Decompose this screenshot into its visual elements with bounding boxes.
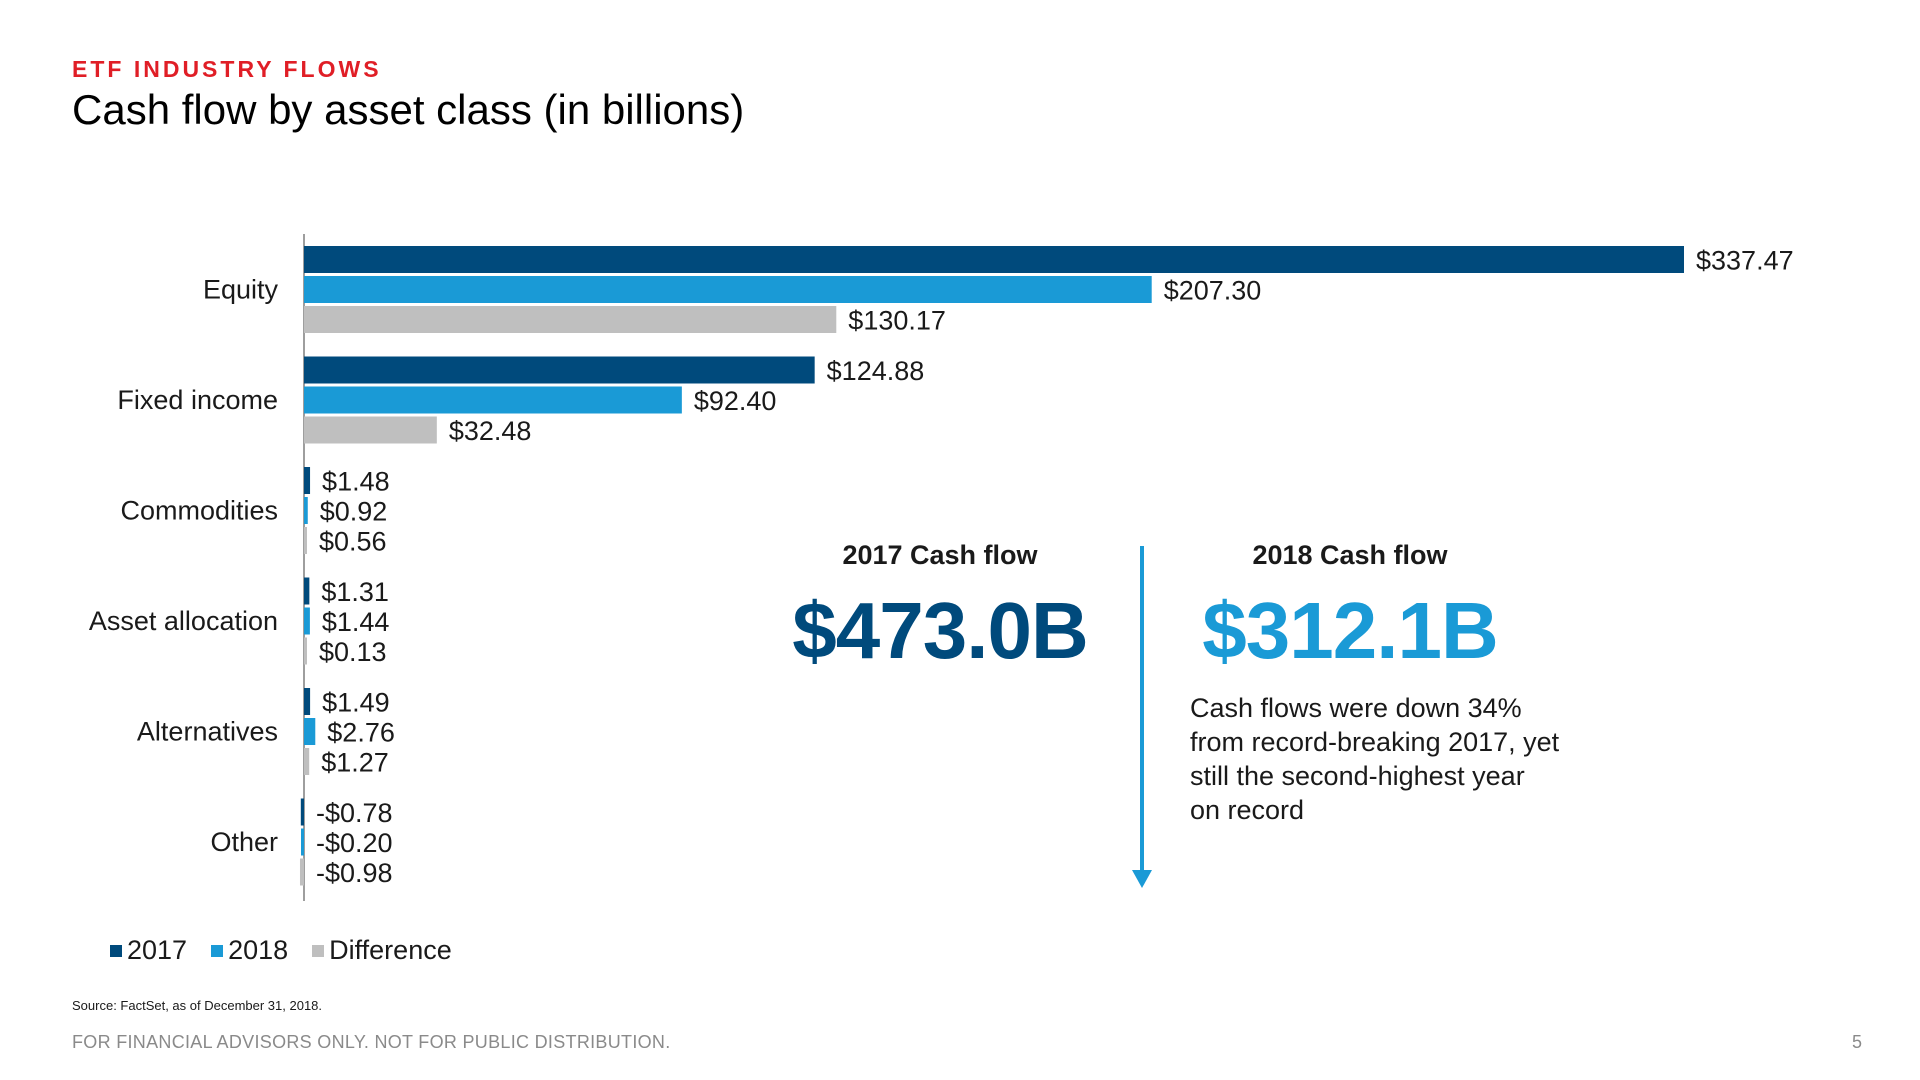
- value-label-commodities-difference: $0.56: [319, 527, 387, 557]
- value-label-other-difference: -$0.98: [316, 858, 393, 888]
- callout-2018-description: Cash flows were down 34% from record-bre…: [1190, 693, 1560, 825]
- callout-2017-value: $473.0B: [792, 586, 1088, 675]
- bar-equity-2018: [304, 276, 1152, 303]
- legend-swatch-2017: [110, 944, 122, 957]
- callout-2017-heading: 2017 Cash flow: [842, 540, 1038, 570]
- legend-label-difference: Difference: [329, 935, 452, 965]
- value-label-alternatives-difference: $1.27: [321, 748, 389, 778]
- legend-item-2018: 2018: [211, 935, 288, 966]
- category-label-asset-allocation: Asset allocation: [89, 606, 278, 636]
- legend-label-2018: 2018: [228, 935, 289, 965]
- bar-fixed-income-2018: [304, 386, 682, 414]
- value-label-asset-allocation-difference: $0.13: [319, 637, 387, 667]
- bar-fixed-income-2017: [304, 356, 815, 384]
- legend-swatch-difference: [312, 944, 325, 957]
- value-label-equity-2017: $337.47: [1696, 246, 1794, 276]
- value-label-asset-allocation-2017: $1.31: [321, 577, 389, 607]
- callout-2017: 2017 Cash flow $473.0B: [770, 540, 1110, 677]
- value-label-alternatives-2018: $2.76: [327, 718, 395, 748]
- bar-alternatives-difference: [304, 748, 310, 775]
- legend: 2017 2018 Difference: [110, 935, 476, 966]
- page-title: Cash flow by asset class (in billions): [72, 86, 745, 133]
- category-label-alternatives: Alternatives: [137, 717, 278, 747]
- legend-swatch-2018: [211, 944, 224, 957]
- callout-2018-value: $312.1B: [1202, 586, 1498, 675]
- value-label-asset-allocation-2018: $1.44: [322, 607, 390, 637]
- value-label-commodities-2018: $0.92: [320, 497, 388, 527]
- legend-item-2017: 2017: [110, 935, 187, 966]
- value-label-fixed-income-2018: $92.40: [694, 386, 777, 416]
- down-arrow-icon: [1132, 870, 1152, 888]
- bars: [299, 246, 1684, 886]
- bar-commodities-2017: [304, 467, 311, 494]
- value-label-commodities-2017: $1.48: [322, 467, 390, 497]
- bar-equity-difference: [304, 306, 837, 333]
- bar-alternatives-2018: [304, 718, 316, 745]
- section-kicker: ETF INDUSTRY FLOWS: [72, 56, 382, 82]
- bar-alternatives-2017: [304, 688, 311, 715]
- bar-other-2018: [301, 828, 304, 856]
- value-label-equity-2018: $207.30: [1164, 276, 1262, 306]
- category-label-fixed-income: Fixed income: [117, 385, 278, 415]
- divider-arrow-line: [1140, 546, 1144, 876]
- value-label-other-2017: -$0.78: [316, 798, 393, 828]
- value-label-alternatives-2017: $1.49: [322, 688, 390, 718]
- category-label-other: Other: [210, 827, 278, 857]
- source-note: Source: FactSet, as of December 31, 2018…: [72, 998, 323, 1013]
- bar-asset-allocation-2018: [304, 607, 310, 635]
- value-label-fixed-income-2017: $124.88: [827, 356, 925, 386]
- bar-other-difference: [299, 858, 304, 886]
- bar-asset-allocation-difference: [304, 637, 307, 665]
- category-label-commodities: Commodities: [120, 496, 278, 526]
- value-labels: $337.47 $207.30 $130.17 $124.88 $92.40 $32.48…: [316, 246, 1794, 889]
- callout-2018-heading: 2018 Cash flow: [1252, 540, 1448, 570]
- category-labels: Equity Fixed income Commodities Asset alloc…: [89, 275, 279, 858]
- bar-commodities-difference: [304, 527, 307, 554]
- value-label-fixed-income-difference: $32.48: [449, 416, 532, 446]
- legend-item-difference: Difference: [312, 935, 452, 966]
- bar-commodities-2018: [304, 497, 308, 524]
- page-number: 5: [1851, 1032, 1862, 1052]
- bar-fixed-income-difference: [304, 416, 437, 444]
- category-label-equity: Equity: [203, 275, 279, 305]
- bar-equity-2017: [304, 246, 1684, 273]
- value-label-other-2018: -$0.20: [316, 828, 393, 858]
- value-label-equity-difference: $130.17: [848, 306, 946, 336]
- bar-other-2017: [300, 798, 304, 826]
- bar-asset-allocation-2017: [304, 577, 310, 605]
- legend-label-2017: 2017: [127, 935, 188, 965]
- footer-disclaimer: FOR FINANCIAL ADVISORS ONLY. NOT FOR PUB…: [72, 1032, 671, 1052]
- callout-2018: 2018 Cash flow $312.1B Cash flows were d…: [1190, 540, 1560, 827]
